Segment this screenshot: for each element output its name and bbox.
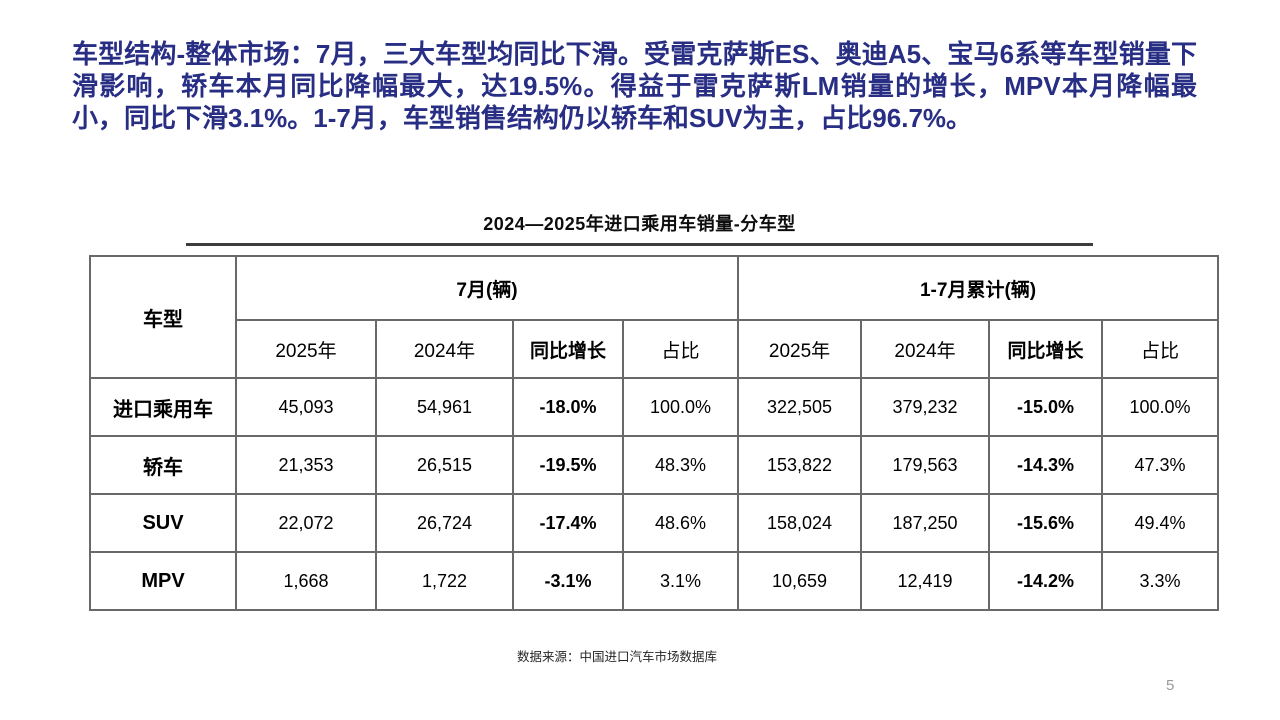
cell: 49.4% (1101, 493, 1220, 553)
cell-yoy: -15.6% (988, 493, 1104, 553)
col-header-ytd-yoy: 同比增长 (988, 319, 1104, 379)
corner-header: 车型 (89, 255, 237, 379)
cell-yoy: -14.3% (988, 435, 1104, 495)
cell: 187,250 (860, 493, 991, 553)
cell: 3.1% (621, 551, 740, 611)
row-label: 进口乘用车 (89, 377, 237, 437)
group-header-ytd: 1-7月累计(辆) (737, 255, 1220, 321)
table-row-mpv: MPV 1,668 1,722 -3.1% 3.1% 10,659 12,419… (89, 551, 1220, 611)
cell: 26,515 (375, 435, 514, 495)
col-header-july-yoy: 同比增长 (512, 319, 624, 379)
group-header-july: 7月(辆) (234, 255, 740, 321)
headline-text: 车型结构-整体市场：7月，三大车型均同比下滑。受雷克萨斯ES、奥迪A5、宝马6系… (72, 39, 1197, 133)
cell-yoy: -15.0% (988, 377, 1104, 437)
col-header-ytd-share: 占比 (1101, 319, 1220, 379)
cell-yoy: -18.0% (512, 377, 624, 437)
cell: 3.3% (1101, 551, 1220, 611)
cell-yoy: -14.2% (988, 551, 1104, 611)
cell: 100.0% (621, 377, 740, 437)
cell-yoy: -17.4% (512, 493, 624, 553)
col-header-july-2024: 2024年 (375, 319, 514, 379)
col-header-ytd-2024: 2024年 (860, 319, 991, 379)
table-row-suv: SUV 22,072 26,724 -17.4% 48.6% 158,024 1… (89, 493, 1220, 553)
cell: 153,822 (737, 435, 863, 495)
table-row-sedan: 轿车 21,353 26,515 -19.5% 48.3% 153,822 17… (89, 435, 1220, 495)
cell-yoy: -3.1% (512, 551, 624, 611)
row-label: MPV (89, 551, 237, 611)
cell: 322,505 (737, 377, 863, 437)
page-number: 5 (1166, 677, 1175, 694)
cell-yoy: -19.5% (512, 435, 624, 495)
table-title: 2024—2025年进口乘用车销量-分车型 (483, 214, 796, 234)
row-label: SUV (89, 493, 237, 553)
cell: 48.3% (621, 435, 740, 495)
cell: 54,961 (375, 377, 514, 437)
table-row-total: 进口乘用车 45,093 54,961 -18.0% 100.0% 322,50… (89, 377, 1220, 437)
cell: 21,353 (235, 435, 377, 495)
cell: 48.6% (621, 493, 740, 553)
col-header-july-share: 占比 (621, 319, 740, 379)
row-label: 轿车 (89, 435, 237, 495)
cell: 379,232 (860, 377, 991, 437)
cell: 10,659 (737, 551, 863, 611)
table-title-block: 2024—2025年进口乘用车销量-分车型 (186, 210, 1093, 246)
cell: 22,072 (235, 493, 377, 553)
cell: 158,024 (737, 493, 863, 553)
header-sub-row: 2025年 2024年 同比增长 占比 2025年 2024年 同比增长 占比 (90, 319, 1220, 379)
cell: 100.0% (1101, 377, 1220, 437)
cell: 1,722 (375, 551, 514, 611)
cell: 47.3% (1101, 435, 1220, 495)
cell: 1,668 (235, 551, 377, 611)
header-group-row: 车型 7月(辆) 1-7月累计(辆) (89, 255, 1220, 379)
sales-table: 车型 7月(辆) 1-7月累计(辆) 2025年 2024年 同比增长 占比 2… (89, 255, 1220, 611)
cell: 45,093 (235, 377, 377, 437)
col-header-ytd-2025: 2025年 (737, 319, 863, 379)
cell: 12,419 (860, 551, 991, 611)
col-header-july-2025: 2025年 (235, 319, 377, 379)
cell: 179,563 (860, 435, 991, 495)
cell: 26,724 (375, 493, 514, 553)
source-note: 数据来源：中国进口汽车市场数据库 (516, 650, 717, 664)
